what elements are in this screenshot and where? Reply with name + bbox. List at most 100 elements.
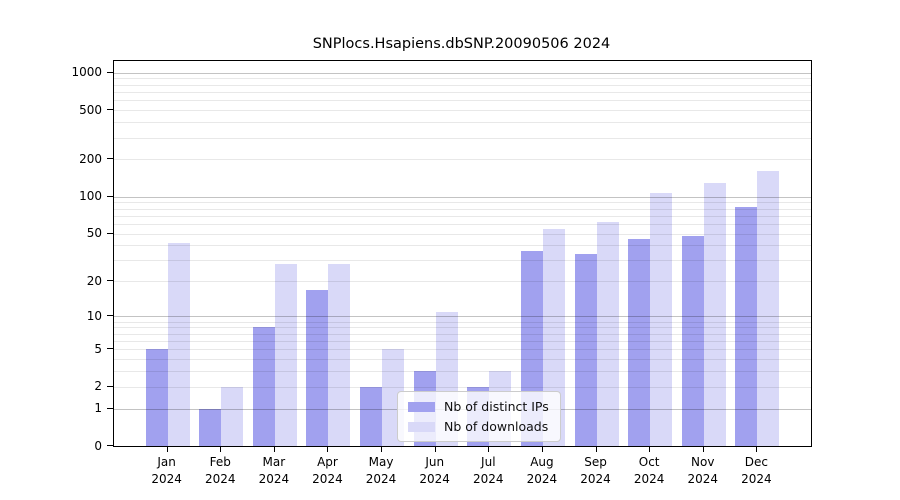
chart-title: SNPlocs.Hsapiens.dbSNP.20090506 2024 <box>312 36 611 52</box>
x-tick-mark-dec <box>756 447 758 452</box>
x-tick-mark-aug <box>541 447 543 452</box>
x-tick-month-may: May <box>368 455 394 469</box>
y-tick-mark-50 <box>107 232 113 234</box>
y-tick-label-0: 0 <box>94 438 102 453</box>
legend-swatch-distinct-ips <box>408 401 435 412</box>
y-tick-mark-5 <box>107 348 113 350</box>
y-tick-mark-2 <box>107 385 113 387</box>
gridline-minor-50 <box>114 233 811 235</box>
gridline-minor-8 <box>114 327 811 329</box>
x-tick-month-jan: Jan <box>157 455 176 469</box>
x-tick-mark-feb <box>220 447 222 452</box>
legend-swatch-downloads <box>408 421 435 432</box>
legend-item-downloads: Nb of downloads <box>408 419 549 434</box>
x-tick-label-dec: Dec 2024 <box>726 454 786 487</box>
x-tick-label-jun: Jun 2024 <box>405 454 465 487</box>
y-tick-label-100: 100 <box>79 189 102 204</box>
x-tick-mark-nov <box>702 447 704 452</box>
x-tick-label-sep: Sep 2024 <box>566 454 626 487</box>
x-tick-year-nov: 2024 <box>687 471 719 486</box>
gridline-minor-9 <box>114 321 811 323</box>
x-tick-mark-mar <box>273 447 275 452</box>
y-tick-mark-1 <box>107 407 113 409</box>
plot-area <box>113 60 812 447</box>
gridline-minor-2 <box>114 386 811 388</box>
y-tick-label-200: 200 <box>79 151 102 166</box>
x-tick-year-oct: 2024 <box>633 471 665 486</box>
x-tick-year-aug: 2024 <box>526 471 558 486</box>
bar-downloads-sep <box>596 222 619 446</box>
x-tick-mark-jun <box>434 447 436 452</box>
y-tick-label-50: 50 <box>86 226 102 240</box>
bar-distinct-ips-dec <box>735 206 758 446</box>
x-tick-year-feb: 2024 <box>204 471 236 486</box>
gridline-minor-20 <box>114 281 811 283</box>
gridline-minor-7 <box>114 333 811 335</box>
y-tick-label-1: 1 <box>94 401 102 416</box>
gridline-major-10 <box>114 316 811 318</box>
x-tick-label-jul: Jul 2024 <box>458 454 518 487</box>
x-tick-label-aug: Aug 2024 <box>512 454 572 487</box>
x-tick-month-feb: Feb <box>209 455 231 469</box>
x-tick-month-oct: Oct <box>638 455 660 469</box>
x-tick-mark-jul <box>488 447 490 452</box>
legend-item-distinct-ips: Nb of distinct IPs <box>408 399 549 414</box>
x-tick-month-dec: Dec <box>744 455 768 469</box>
legend-label-downloads: Nb of downloads <box>444 419 549 434</box>
x-tick-year-jul: 2024 <box>473 471 504 486</box>
gridline-major-100 <box>114 196 811 198</box>
x-tick-label-mar: Mar 2024 <box>244 454 304 487</box>
x-tick-month-jul: Jul <box>481 455 496 469</box>
gridline-minor-400 <box>114 122 811 124</box>
gridline-minor-900 <box>114 78 811 80</box>
y-tick-label-500: 500 <box>79 102 102 117</box>
x-tick-year-mar: 2024 <box>258 471 290 486</box>
bar-downloads-dec <box>757 170 780 446</box>
gridline-minor-300 <box>114 137 811 139</box>
legend-label-distinct-ips: Nb of distinct IPs <box>444 399 549 414</box>
x-tick-label-may: May 2024 <box>351 454 411 487</box>
gridline-minor-500 <box>114 110 811 112</box>
bar-downloads-apr <box>328 264 351 446</box>
bar-downloads-feb <box>221 386 244 446</box>
gridline-minor-800 <box>114 84 811 86</box>
x-tick-month-jun: Jun <box>425 455 445 469</box>
x-tick-label-apr: Apr 2024 <box>297 454 357 487</box>
y-tick-label-2: 2 <box>94 379 102 394</box>
x-tick-mark-jan <box>166 447 168 452</box>
gridline-minor-80 <box>114 208 811 210</box>
gridline-minor-200 <box>114 159 811 161</box>
gridline-minor-5 <box>114 349 811 351</box>
bar-distinct-ips-mar <box>252 327 275 446</box>
gridline-minor-40 <box>114 245 811 247</box>
x-tick-year-may: 2024 <box>365 471 397 486</box>
y-tick-mark-200 <box>107 158 113 160</box>
gridline-minor-600 <box>114 100 811 102</box>
x-tick-year-dec: 2024 <box>741 471 772 486</box>
x-tick-month-aug: Aug <box>530 455 554 469</box>
y-tick-mark-0 <box>107 445 113 446</box>
x-tick-mark-sep <box>595 447 597 452</box>
bar-downloads-nov <box>703 183 726 446</box>
gridline-minor-30 <box>114 260 811 262</box>
y-tick-label-1000: 1000 <box>71 65 102 80</box>
y-tick-label-20: 20 <box>86 273 102 288</box>
x-tick-month-mar: Mar <box>262 455 286 469</box>
y-tick-mark-10 <box>107 315 113 317</box>
bar-distinct-ips-sep <box>574 253 597 446</box>
bar-distinct-ips-may <box>360 386 383 446</box>
gridline-major-1000 <box>114 72 811 74</box>
gridline-minor-60 <box>114 223 811 225</box>
x-tick-year-apr: 2024 <box>312 471 343 486</box>
gridline-minor-3 <box>114 371 811 373</box>
x-tick-mark-apr <box>327 447 329 452</box>
bar-distinct-ips-nov <box>681 235 704 446</box>
gridline-minor-4 <box>114 359 811 361</box>
x-tick-year-jun: 2024 <box>419 471 450 486</box>
legend: Nb of distinct IPs Nb of downloads <box>397 391 561 442</box>
x-tick-month-sep: Sep <box>584 455 607 469</box>
y-tick-mark-20 <box>107 280 113 282</box>
bar-distinct-ips-jan <box>145 349 168 446</box>
x-tick-label-nov: Nov 2024 <box>673 454 733 487</box>
